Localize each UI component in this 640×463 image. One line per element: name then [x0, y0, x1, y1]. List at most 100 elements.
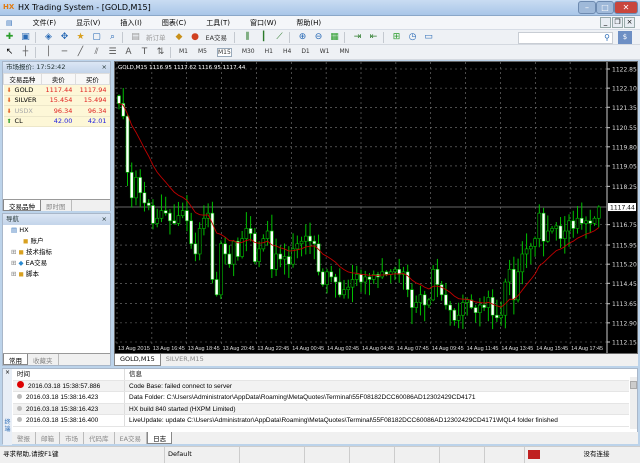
- horizontal-line-icon[interactable]: ─: [61, 47, 68, 57]
- x-tick-label: 13 Aug 16:45: [153, 346, 185, 352]
- menu-item[interactable]: 图表(C): [161, 18, 187, 27]
- timeframe-h1[interactable]: H1: [264, 47, 273, 55]
- metaeditor-icon[interactable]: ◆: [175, 32, 183, 42]
- tab-favorites[interactable]: 收藏夹: [28, 354, 59, 365]
- trendline-icon[interactable]: ╱: [77, 47, 84, 57]
- nav-root[interactable]: ▤ HX: [3, 225, 110, 236]
- text-icon[interactable]: A: [125, 47, 132, 57]
- market-row[interactable]: ⬇ GOLD 1117.44 1117.94: [3, 84, 110, 96]
- data-window-icon[interactable]: ✥: [60, 32, 69, 42]
- indicators-icon[interactable]: ⊞: [392, 32, 401, 42]
- terminal-tab[interactable]: 邮箱: [36, 432, 60, 444]
- chart-shift-icon[interactable]: ⇤: [369, 32, 378, 42]
- timeframe-m15[interactable]: M15: [217, 47, 232, 57]
- timeframe-mn[interactable]: MN: [339, 47, 350, 55]
- signals-icon[interactable]: $: [618, 31, 632, 44]
- templates-icon[interactable]: ▭: [424, 32, 433, 42]
- market-watch-icon[interactable]: ◈: [45, 32, 52, 42]
- periods-icon[interactable]: ◷: [408, 32, 417, 42]
- log-row[interactable]: 2016.03.18 15:38:16.423 HX build 840 star…: [13, 403, 629, 415]
- text-label-icon[interactable]: T: [141, 47, 148, 57]
- nav-item-scripts[interactable]: ⊞ ◼ 脚本: [3, 269, 110, 280]
- tab-symbols[interactable]: 交易品种: [3, 200, 41, 211]
- tab-tick-chart[interactable]: 即时图: [41, 200, 72, 211]
- candle-body: [584, 220, 588, 224]
- log-scrollbar[interactable]: [630, 377, 637, 429]
- menu-item[interactable]: 工具(T): [206, 18, 231, 27]
- crosshair-icon[interactable]: ┼: [22, 47, 29, 57]
- market-row[interactable]: ⬇ SILVER 15.454 15.494: [3, 95, 110, 106]
- expand-icon[interactable]: ⊞: [11, 259, 17, 267]
- mdi-restore-button[interactable]: ❐: [612, 17, 623, 28]
- bid: 15.454: [41, 95, 76, 106]
- tab-silver-m15[interactable]: SILVER,M15: [165, 355, 204, 363]
- zoom-in-icon[interactable]: ⊕: [298, 32, 307, 42]
- minimize-button[interactable]: –: [578, 1, 596, 14]
- arrows-icon[interactable]: ⇅: [156, 47, 165, 57]
- nav-item-accounts[interactable]: ◼ 账户: [3, 236, 110, 247]
- log-row[interactable]: 2016.03.18 15:38:16.423 Data Folder: C:\U…: [13, 392, 629, 404]
- candlestick-icon[interactable]: ┃: [260, 32, 267, 42]
- candle: [562, 216, 567, 254]
- menu-item[interactable]: 显示(V): [76, 18, 101, 27]
- mdi-close-button[interactable]: ×: [624, 17, 635, 28]
- menu-item[interactable]: 帮助(H): [296, 18, 322, 27]
- new-order-button[interactable]: 新订单: [146, 34, 166, 42]
- close-icon[interactable]: ×: [101, 215, 107, 223]
- close-icon[interactable]: ×: [101, 63, 107, 71]
- expand-icon[interactable]: ⊞: [11, 270, 17, 278]
- tester-icon[interactable]: ⌕: [109, 32, 116, 42]
- line-chart-icon[interactable]: ⟋: [276, 32, 283, 42]
- timeframe-m30[interactable]: M30: [241, 47, 255, 55]
- timeframe-h4[interactable]: H4: [282, 47, 292, 55]
- log-row[interactable]: 2016.03.18 15:38:57.886 Code Base: failed…: [13, 380, 629, 392]
- zoom-out-icon[interactable]: ⊖: [314, 32, 323, 42]
- profiles-icon[interactable]: ▣: [21, 32, 30, 42]
- bar-chart-icon[interactable]: ⫼: [245, 32, 250, 42]
- expand-icon[interactable]: ⊞: [11, 248, 17, 256]
- candle: [129, 162, 134, 208]
- new-chart-icon[interactable]: ✚: [5, 32, 14, 42]
- timeframe-w1[interactable]: W1: [319, 47, 330, 55]
- channel-icon[interactable]: ⫽: [94, 47, 99, 57]
- candlestick-chart[interactable]: 1122.85 1122.10 1121.35 1120.55 1119.80 1119.…: [115, 62, 637, 353]
- market-row[interactable]: ⬇ USDX 96.34 96.34: [3, 105, 110, 117]
- fibonacci-icon[interactable]: ☰: [108, 47, 117, 57]
- close-icon[interactable]: ×: [4, 369, 11, 376]
- timeframe-m1[interactable]: M1: [179, 47, 188, 55]
- terminal-tab[interactable]: 警报: [12, 432, 36, 444]
- ea-trade-icon[interactable]: ●: [191, 32, 199, 42]
- terminal-tab[interactable]: 代码库: [84, 432, 115, 444]
- menu-item[interactable]: 窗口(W): [250, 18, 277, 27]
- candle: [550, 225, 554, 234]
- chart-window[interactable]: 1122.85 1122.10 1121.35 1120.55 1119.80 1119.…: [114, 61, 638, 354]
- vertical-line-icon[interactable]: │: [45, 47, 52, 57]
- nav-item-experts[interactable]: ⊞ ◆ EA交易: [3, 258, 110, 269]
- column-symbol: 交易品种: [3, 73, 42, 85]
- terminal-tab[interactable]: 市场: [60, 432, 84, 444]
- new-order-icon[interactable]: ▤: [131, 32, 140, 42]
- close-button[interactable]: ✕: [614, 1, 638, 14]
- menu-item[interactable]: 文件(F): [32, 18, 57, 27]
- cursor-icon[interactable]: ↖: [5, 47, 14, 57]
- ea-trade-button[interactable]: EA交易: [205, 34, 228, 42]
- log-row[interactable]: 2016.03.18 15:38:16.400 LiveUpdate: updat…: [13, 415, 629, 427]
- tile-windows-icon[interactable]: ▦: [330, 32, 339, 42]
- search-icon[interactable]: ⚲: [604, 33, 610, 42]
- tab-common[interactable]: 常用: [3, 354, 28, 365]
- nav-item-indicators[interactable]: ⊞ ◼ 技术指标: [3, 247, 110, 258]
- tab-gold-m15[interactable]: GOLD,M15: [114, 354, 161, 366]
- navigator-icon[interactable]: ★: [76, 32, 85, 42]
- mdi-minimize-button[interactable]: _: [600, 17, 611, 28]
- terminal-icon[interactable]: ▢: [92, 32, 101, 42]
- timeframe-m5[interactable]: M5: [198, 47, 207, 55]
- terminal-tab[interactable]: 日志: [147, 432, 173, 444]
- candle-body: [142, 192, 147, 204]
- autoscroll-icon[interactable]: ⇥: [353, 32, 362, 42]
- menu-item[interactable]: 插入(I): [120, 18, 142, 27]
- terminal-tab[interactable]: EA交易: [115, 432, 148, 444]
- maximize-button[interactable]: □: [596, 1, 614, 14]
- search-input[interactable]: ⚲: [518, 32, 613, 44]
- timeframe-d1[interactable]: D1: [301, 47, 310, 55]
- market-row[interactable]: ⬆ CL 42.00 42.01: [3, 116, 110, 127]
